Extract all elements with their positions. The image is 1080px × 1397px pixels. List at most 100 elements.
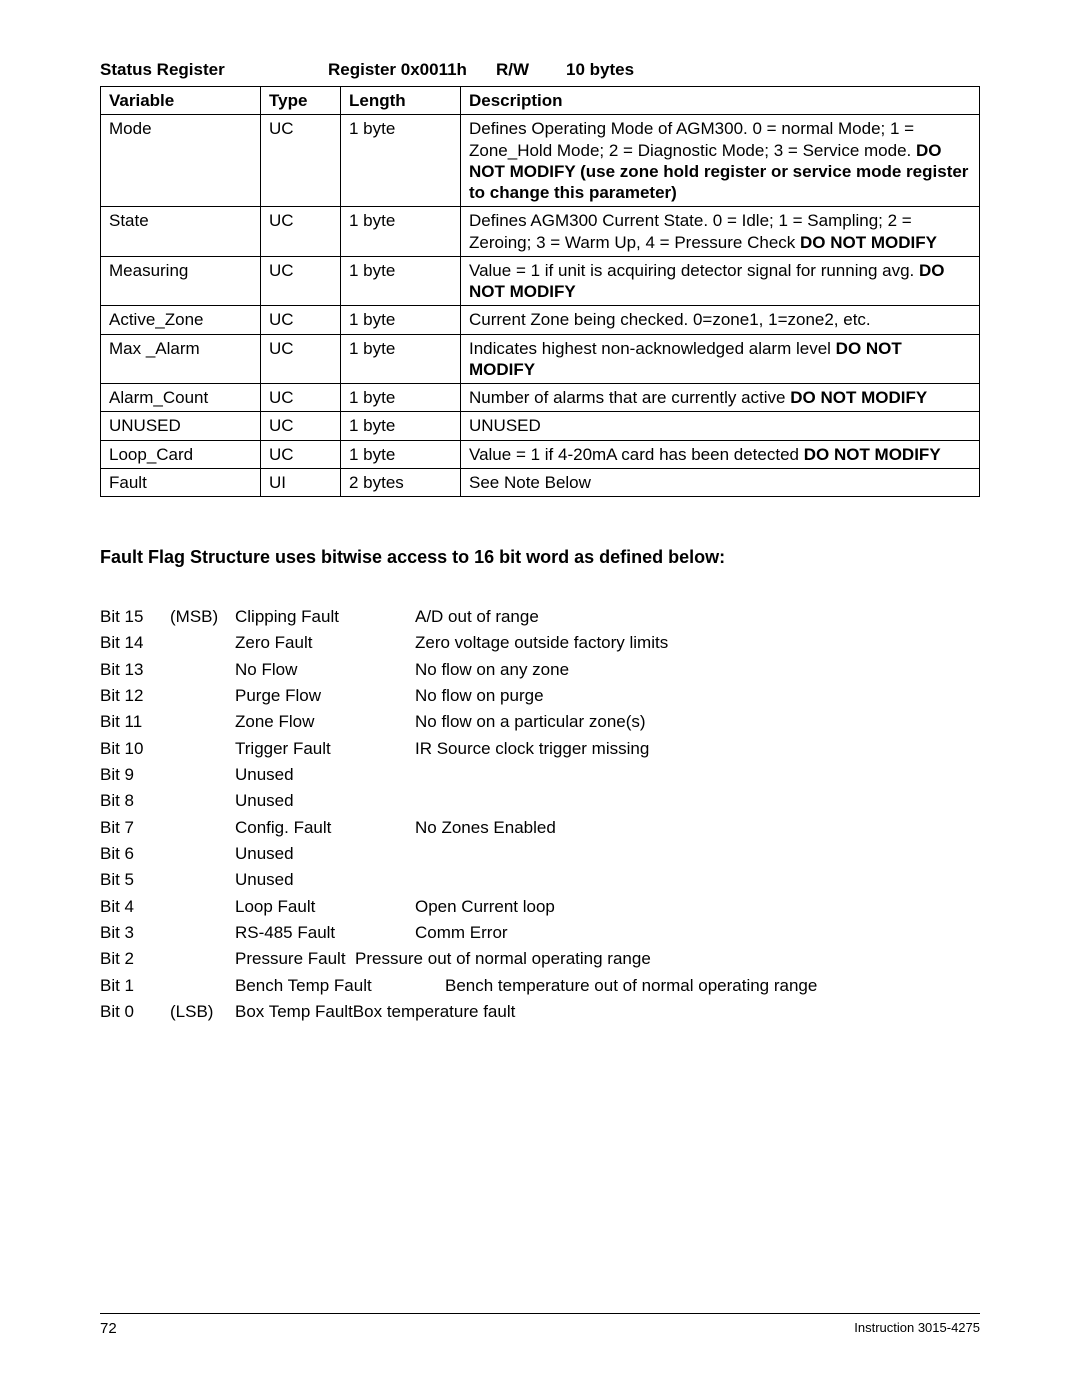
bit-msb-label bbox=[170, 683, 235, 709]
bit-name: No Flow bbox=[235, 657, 415, 683]
bit-desc: No flow on a particular zone(s) bbox=[415, 709, 980, 735]
bit-msb-label bbox=[170, 973, 235, 999]
col-description: Description bbox=[461, 87, 980, 115]
bit-name: Clipping Fault bbox=[235, 604, 415, 630]
bit-desc bbox=[415, 788, 980, 814]
cell-variable: Loop_Card bbox=[101, 440, 261, 468]
bit-number: Bit 4 bbox=[100, 894, 170, 920]
bit-msb-label: (MSB) bbox=[170, 604, 235, 630]
bit-desc bbox=[415, 841, 980, 867]
bit-name: Bench Temp Fault bbox=[235, 973, 445, 999]
bit-desc: IR Source clock trigger missing bbox=[415, 736, 980, 762]
bit-desc: Comm Error bbox=[415, 920, 980, 946]
bit-row: Bit 11Zone FlowNo flow on a particular z… bbox=[100, 709, 980, 735]
bit-name: Box Temp FaultBox temperature fault bbox=[235, 999, 515, 1025]
bit-name: Pressure Fault Pressure out of normal op… bbox=[235, 946, 651, 972]
bit-number: Bit 6 bbox=[100, 841, 170, 867]
cell-description: Current Zone being checked. 0=zone1, 1=z… bbox=[461, 306, 980, 334]
page-footer: 72 Instruction 3015-4275 bbox=[100, 1313, 980, 1337]
bit-number: Bit 13 bbox=[100, 657, 170, 683]
bit-msb-label bbox=[170, 920, 235, 946]
cell-type: UC bbox=[261, 412, 341, 440]
bit-name: Zone Flow bbox=[235, 709, 415, 735]
header-bytes: 10 bytes bbox=[566, 60, 634, 80]
cell-variable: State bbox=[101, 207, 261, 257]
bit-row: Bit 10 Trigger FaultIR Source clock trigg… bbox=[100, 736, 980, 762]
bit-number: Bit 0 bbox=[100, 999, 170, 1025]
bit-name: Config. Fault bbox=[235, 815, 415, 841]
bit-number: Bit 5 bbox=[100, 867, 170, 893]
bit-name: RS-485 Fault bbox=[235, 920, 415, 946]
cell-type: UC bbox=[261, 334, 341, 384]
col-type: Type bbox=[261, 87, 341, 115]
bit-name: Zero Fault bbox=[235, 630, 415, 656]
cell-variable: Max _Alarm bbox=[101, 334, 261, 384]
table-row: Active_ZoneUC1 byteCurrent Zone being ch… bbox=[101, 306, 980, 334]
bit-number: Bit 2 bbox=[100, 946, 170, 972]
cell-length: 1 byte bbox=[341, 306, 461, 334]
bit-row: Bit 9 Unused bbox=[100, 762, 980, 788]
bit-msb-label bbox=[170, 946, 235, 972]
bit-number: Bit 9 bbox=[100, 762, 170, 788]
fault-section-title: Fault Flag Structure uses bitwise access… bbox=[100, 547, 980, 568]
cell-length: 1 byte bbox=[341, 440, 461, 468]
status-register-table: Variable Type Length Description ModeUC1… bbox=[100, 86, 980, 497]
cell-type: UC bbox=[261, 306, 341, 334]
bit-name: Unused bbox=[235, 762, 415, 788]
cell-variable: Active_Zone bbox=[101, 306, 261, 334]
bit-msb-label bbox=[170, 841, 235, 867]
cell-description: UNUSED bbox=[461, 412, 980, 440]
bit-msb-label: (LSB) bbox=[170, 999, 235, 1025]
cell-length: 2 bytes bbox=[341, 468, 461, 496]
cell-description: Defines Operating Mode of AGM300. 0 = no… bbox=[461, 115, 980, 207]
cell-description: See Note Below bbox=[461, 468, 980, 496]
cell-length: 1 byte bbox=[341, 384, 461, 412]
bit-desc: Zero voltage outside factory limits bbox=[415, 630, 980, 656]
bit-row: Bit 12Purge FlowNo flow on purge bbox=[100, 683, 980, 709]
cell-variable: Alarm_Count bbox=[101, 384, 261, 412]
bit-desc: Open Current loop bbox=[415, 894, 980, 920]
bit-row: Bit 2 Pressure Fault Pressure out of norm… bbox=[100, 946, 980, 972]
cell-description: Value = 1 if unit is acquiring detector … bbox=[461, 256, 980, 306]
cell-length: 1 byte bbox=[341, 115, 461, 207]
bit-msb-label bbox=[170, 657, 235, 683]
bit-row: Bit 5 Unused bbox=[100, 867, 980, 893]
table-row: ModeUC1 byteDefines Operating Mode of AG… bbox=[101, 115, 980, 207]
cell-variable: UNUSED bbox=[101, 412, 261, 440]
bit-number: Bit 10 bbox=[100, 736, 170, 762]
bit-msb-label bbox=[170, 630, 235, 656]
bit-number: Bit 15 bbox=[100, 604, 170, 630]
cell-type: UC bbox=[261, 256, 341, 306]
bit-row: Bit 13 No FlowNo flow on any zone bbox=[100, 657, 980, 683]
bit-name: Unused bbox=[235, 788, 415, 814]
bit-row: Bit 8 Unused bbox=[100, 788, 980, 814]
bit-number: Bit 1 bbox=[100, 973, 170, 999]
register-header: Status Register Register 0x0011h R/W 10 … bbox=[100, 60, 980, 80]
table-row: Max _AlarmUC1 byteIndicates highest non-… bbox=[101, 334, 980, 384]
bit-name: Unused bbox=[235, 867, 415, 893]
bit-number: Bit 8 bbox=[100, 788, 170, 814]
col-variable: Variable bbox=[101, 87, 261, 115]
header-title: Status Register bbox=[100, 60, 328, 80]
page-number: 72 bbox=[100, 1320, 117, 1337]
bit-row: Bit 4Loop FaultOpen Current loop bbox=[100, 894, 980, 920]
document-page: Status Register Register 0x0011h R/W 10 … bbox=[0, 0, 1080, 1066]
cell-type: UI bbox=[261, 468, 341, 496]
bit-row: Bit 6Unused bbox=[100, 841, 980, 867]
bit-row: Bit 14 Zero FaultZero voltage outside fac… bbox=[100, 630, 980, 656]
bit-row: Bit 3RS-485 FaultComm Error bbox=[100, 920, 980, 946]
cell-description: Indicates highest non-acknowledged alarm… bbox=[461, 334, 980, 384]
cell-length: 1 byte bbox=[341, 412, 461, 440]
cell-length: 1 byte bbox=[341, 256, 461, 306]
bit-msb-label bbox=[170, 762, 235, 788]
table-row: MeasuringUC1 byteValue = 1 if unit is ac… bbox=[101, 256, 980, 306]
bit-name: Trigger Fault bbox=[235, 736, 415, 762]
bit-list: Bit 15(MSB)Clipping FaultA/D out of rang… bbox=[100, 604, 980, 1026]
bit-msb-label bbox=[170, 867, 235, 893]
bit-msb-label bbox=[170, 815, 235, 841]
cell-variable: Mode bbox=[101, 115, 261, 207]
bit-number: Bit 7 bbox=[100, 815, 170, 841]
cell-description: Value = 1 if 4-20mA card has been detect… bbox=[461, 440, 980, 468]
bit-number: Bit 14 bbox=[100, 630, 170, 656]
bit-desc: No flow on any zone bbox=[415, 657, 980, 683]
